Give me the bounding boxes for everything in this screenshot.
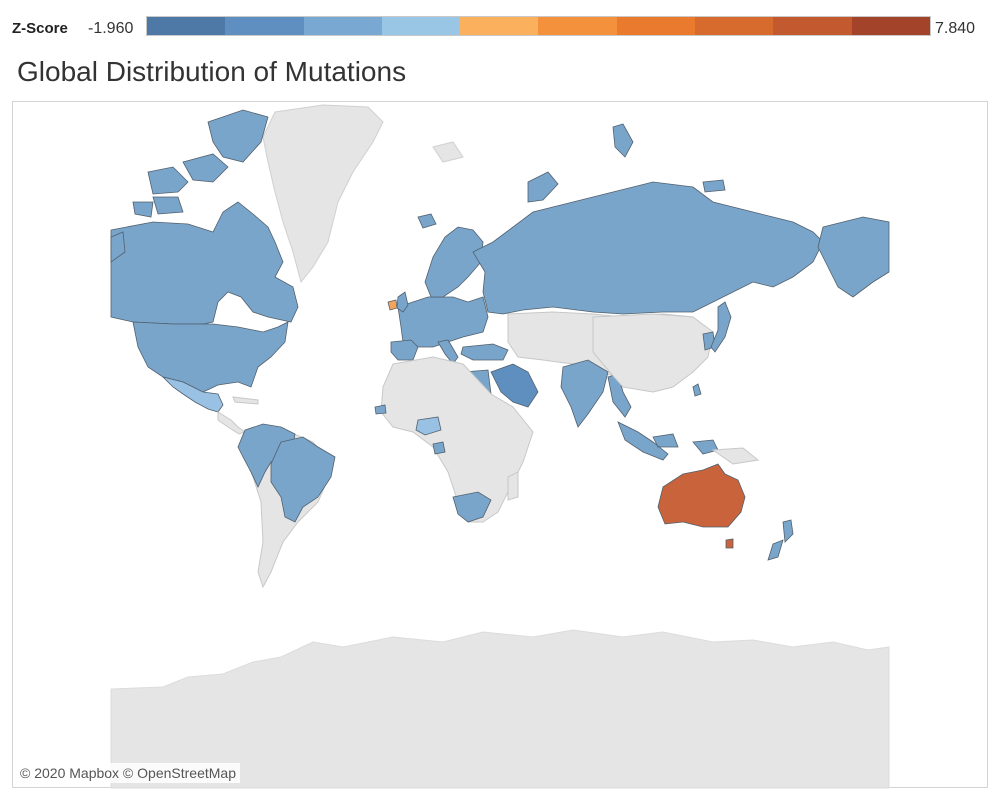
region-russia[interactable]	[472, 181, 824, 315]
legend-step-7	[616, 17, 696, 35]
region-northwest-south-america[interactable]	[237, 423, 296, 488]
region-madagascar[interactable]	[507, 471, 519, 501]
region-alaska[interactable]	[110, 231, 126, 263]
legend-min-label: -1.960	[88, 20, 134, 37]
region-brazil[interactable]	[270, 436, 336, 523]
region-svalbard[interactable]	[432, 141, 464, 163]
region-caribbean[interactable]	[232, 396, 259, 405]
region-russia-east[interactable]	[817, 216, 890, 298]
region-russia-islands[interactable]	[527, 123, 726, 203]
map-container[interactable]	[12, 101, 989, 789]
region-tasmania[interactable]	[725, 538, 734, 549]
color-legend-bar	[146, 16, 931, 36]
legend-step-5	[460, 17, 539, 35]
region-iceland[interactable]	[417, 213, 437, 229]
region-africa-base[interactable]	[380, 356, 534, 523]
region-gabon[interactable]	[432, 441, 446, 455]
region-europe-base[interactable]	[397, 296, 489, 348]
region-scandinavia[interactable]	[424, 226, 484, 298]
region-central-america[interactable]	[217, 411, 247, 435]
legend-step-4	[381, 17, 461, 35]
legend-step-2	[225, 17, 304, 35]
region-papua[interactable]	[711, 447, 760, 465]
region-united-states[interactable]	[132, 321, 289, 393]
region-senegal[interactable]	[374, 404, 387, 415]
map-attribution[interactable]: © 2020 Mapbox © OpenStreetMap	[16, 763, 240, 783]
region-taiwan[interactable]	[692, 383, 702, 397]
region-nigeria[interactable]	[415, 416, 442, 436]
region-japan[interactable]	[710, 301, 732, 353]
world-map[interactable]	[13, 102, 989, 789]
region-greenland[interactable]	[262, 104, 384, 284]
region-canada[interactable]	[110, 201, 299, 325]
region-china[interactable]	[592, 313, 714, 393]
region-antarctica[interactable]	[110, 629, 890, 789]
region-canada-islands[interactable]	[132, 109, 269, 218]
region-italy[interactable]	[437, 339, 459, 365]
region-turkey[interactable]	[460, 343, 509, 361]
region-south-africa[interactable]	[452, 491, 492, 523]
legend-step-1	[147, 17, 226, 35]
legend-max-label: 7.840	[935, 20, 976, 37]
legend-step-6	[538, 17, 617, 35]
page-title: Global Distribution of Mutations	[17, 56, 407, 87]
region-australia[interactable]	[657, 463, 746, 528]
legend-step-3	[303, 17, 382, 35]
legend-step-8	[695, 17, 774, 35]
region-spain[interactable]	[390, 339, 419, 361]
region-new-zealand[interactable]	[767, 519, 794, 561]
legend-step-10	[851, 17, 930, 35]
legend-step-9	[773, 17, 852, 35]
region-india[interactable]	[560, 359, 609, 428]
legend-title: Z-Score	[12, 20, 68, 37]
region-saudi-arabia[interactable]	[490, 363, 539, 408]
region-indonesia[interactable]	[617, 421, 719, 461]
region-ireland[interactable]	[387, 299, 398, 311]
